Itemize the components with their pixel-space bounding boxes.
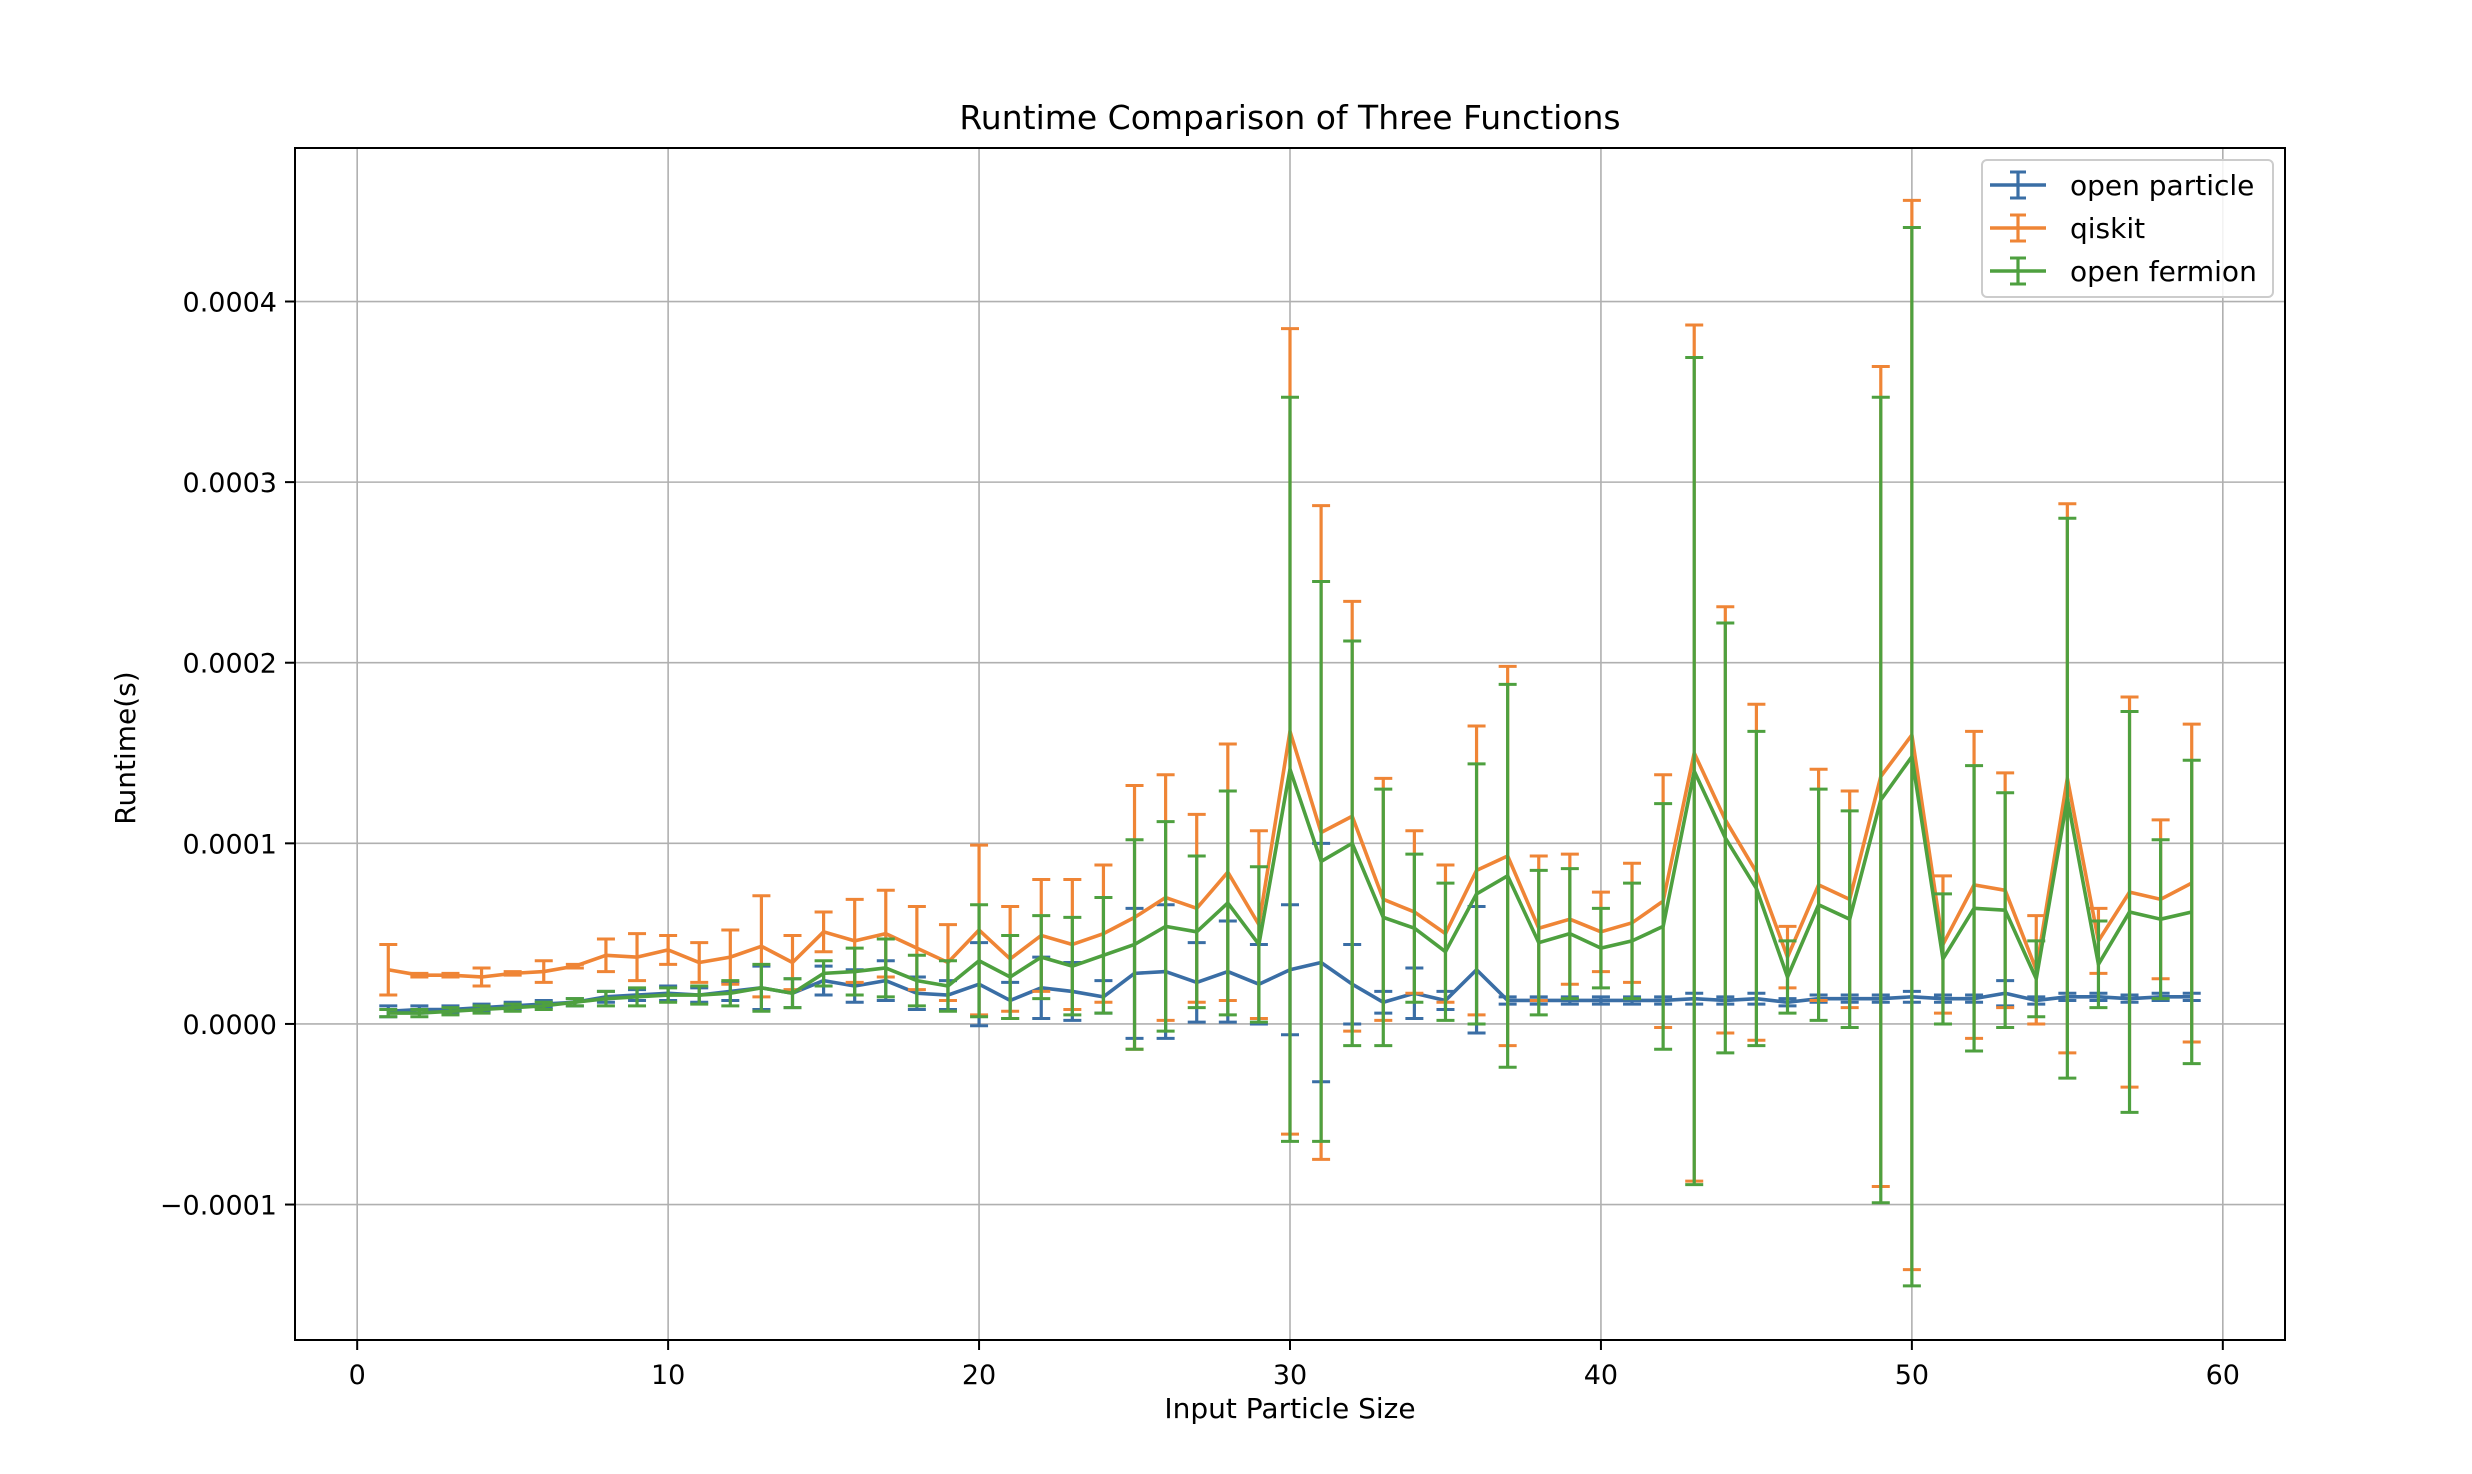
legend-label: qiskit (2070, 212, 2145, 245)
x-tick-label: 50 (1895, 1360, 1929, 1391)
chart-title: Runtime Comparison of Three Functions (959, 98, 1620, 137)
x-axis-label: Input Particle Size (1164, 1392, 1415, 1425)
y-tick-label: 0.0003 (183, 468, 277, 499)
y-axis-label: Runtime(s) (109, 671, 142, 824)
legend-label: open fermion (2070, 255, 2257, 288)
y-tick-label: 0.0002 (183, 649, 277, 680)
series-layer (379, 198, 2201, 1288)
x-tick-label: 60 (2206, 1360, 2240, 1391)
legend-label: open particle (2070, 169, 2254, 202)
x-tick-label: 40 (1584, 1360, 1618, 1391)
y-tick-label: 0.0001 (183, 829, 277, 860)
legend-box (1981, 159, 2274, 298)
legend-item: qiskit (1990, 212, 2145, 245)
x-tick-label: 20 (962, 1360, 996, 1391)
y-tick-label: 0.0000 (183, 1010, 277, 1041)
legend: open particle qiskit open fermion (1981, 159, 2274, 298)
series-open-fermion (379, 225, 2201, 1288)
legend-item: open particle (1990, 169, 2254, 202)
x-tick-label: 0 (349, 1360, 366, 1391)
x-tick-label: 10 (651, 1360, 685, 1391)
x-tick-label: 30 (1273, 1360, 1307, 1391)
axis-ticks: 0 10 20 30 40 50 60 −0.0001 0.0000 0.0001 0.0002 0.… (160, 288, 2240, 1391)
series-line (388, 754, 2193, 1015)
legend-item: open fermion (1990, 255, 2257, 288)
y-tick-label: 0.0004 (183, 288, 277, 319)
y-tick-label: −0.0001 (160, 1191, 277, 1222)
